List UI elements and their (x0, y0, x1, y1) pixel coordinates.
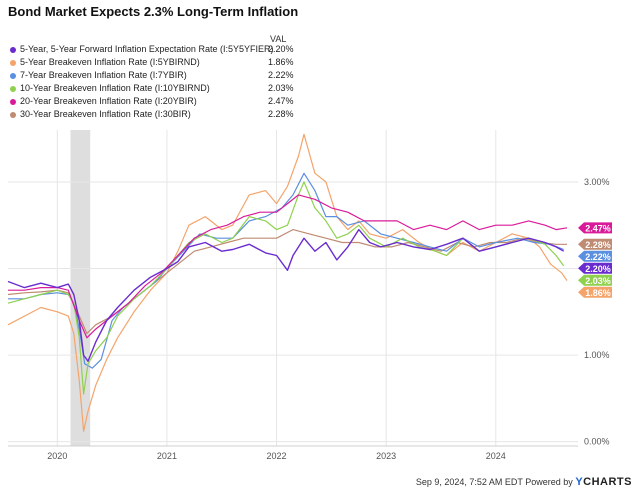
powered-by: Powered by (525, 477, 573, 487)
legend-label: 5-Year Breakeven Inflation Rate (I:5YBIR… (20, 57, 200, 67)
end-value-tag: 2.47% (578, 222, 612, 234)
x-tick-label: 2021 (157, 451, 177, 461)
series-line (7, 228, 565, 362)
end-value-tag-bg (578, 238, 612, 250)
legend-swatch (10, 60, 16, 66)
series-line (7, 229, 567, 335)
series-line (7, 133, 568, 432)
timestamp: Sep 9, 2024, 7:52 AM EDT (415, 477, 523, 487)
end-value-label: 1.86% (585, 288, 611, 298)
series-line (8, 194, 568, 339)
x-tick-label: 2022 (267, 451, 287, 461)
end-value-tag: 2.22% (578, 250, 612, 262)
end-value-tag-bg (578, 250, 612, 262)
x-tick-label: 2020 (47, 451, 67, 461)
legend-swatch (10, 47, 16, 53)
x-tick-label: 2024 (486, 451, 506, 461)
legend-value: 2.03% (268, 83, 294, 93)
end-value-tag-bg (578, 286, 612, 298)
end-value-tag-bg (578, 262, 612, 274)
end-value-label: 2.22% (585, 252, 611, 262)
end-value-tag: 2.03% (578, 274, 612, 286)
legend-swatch (10, 73, 16, 79)
recession-shade (70, 130, 91, 446)
end-value-label: 2.03% (585, 276, 611, 286)
end-value-tag-bg (578, 274, 612, 286)
chart-title: Bond Market Expects 2.3% Long-Term Infla… (8, 4, 299, 19)
legend: VAL 5-Year, 5-Year Forward Inflation Exp… (0, 0, 640, 130)
legend-value-header: VAL (270, 34, 287, 44)
footer: Sep 9, 2024, 7:52 AM EDT Powered by YCHA… (416, 476, 632, 488)
ycharts-logo-rest: CHARTS (583, 476, 632, 488)
end-value-tag: 2.28% (578, 238, 612, 250)
legend-value: 2.22% (268, 70, 294, 80)
legend-swatch (10, 112, 16, 118)
legend-label: 20-Year Breakeven Inflation Rate (I:20YB… (20, 96, 197, 106)
end-value-label: 2.47% (585, 223, 611, 233)
y-tick-label: 3.00% (584, 177, 610, 187)
ycharts-logo-y: Y (575, 476, 584, 488)
legend-label: 5-Year, 5-Year Forward Inflation Expecta… (20, 44, 274, 54)
end-value-tag: 1.86% (578, 286, 612, 298)
legend-label: 7-Year Breakeven Inflation Rate (I:7YBIR… (20, 70, 187, 80)
legend-value: 2.28% (268, 109, 294, 119)
legend-label: 30-Year Breakeven Inflation Rate (I:30BI… (20, 109, 191, 119)
y-tick-label: 0.00% (584, 437, 610, 447)
ycharts-logo[interactable]: YCHARTS (575, 476, 632, 488)
series-line (7, 181, 565, 395)
end-value-tag: 2.20% (578, 262, 612, 274)
x-tick-label: 2023 (376, 451, 396, 461)
end-value-label: 2.20% (585, 264, 611, 274)
legend-label: 10-Year Breakeven Inflation Rate (I:10YB… (20, 83, 210, 93)
y-tick-label: 1.00% (584, 350, 610, 360)
legend-value: 1.86% (268, 57, 294, 67)
end-value-label: 2.28% (585, 240, 611, 250)
legend-swatch (10, 86, 16, 92)
legend-swatch (10, 99, 16, 105)
legend-value: 2.20% (268, 44, 294, 54)
end-value-tag-bg (578, 222, 612, 234)
legend-value: 2.47% (268, 96, 294, 106)
series-line (8, 172, 564, 369)
